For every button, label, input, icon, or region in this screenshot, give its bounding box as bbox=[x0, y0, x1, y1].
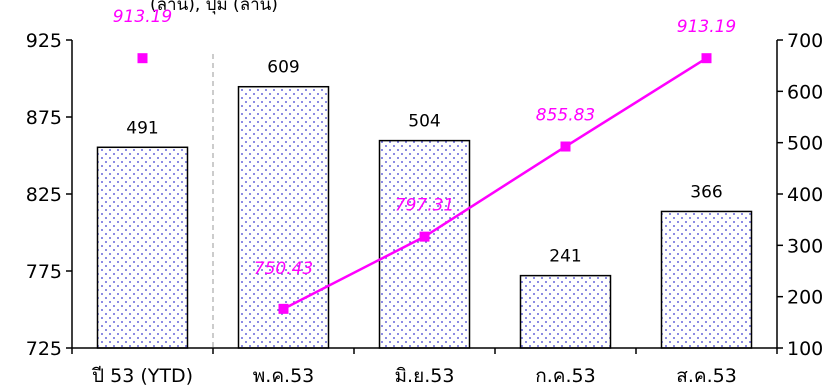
right-tick-label: 500 bbox=[787, 133, 823, 155]
chart-title-partial: (ล้าน), ปุ่ม (ล้าน) bbox=[150, 0, 278, 15]
left-tick-label: 775 bbox=[26, 261, 62, 283]
right-tick-label: 600 bbox=[787, 81, 823, 103]
bar-value-label: 609 bbox=[267, 58, 299, 78]
bar bbox=[96, 146, 189, 349]
right-tick-label: 200 bbox=[787, 287, 823, 309]
right-y-axis: 100 200 300 400 500 600 700 bbox=[776, 30, 823, 360]
line-value-label: 913.19 bbox=[677, 17, 736, 37]
line-series bbox=[282, 57, 708, 310]
right-tick-label: 100 bbox=[787, 338, 823, 360]
bar-value-label: 504 bbox=[408, 112, 440, 132]
line-value-label: 855.83 bbox=[536, 106, 595, 126]
left-tick-label: 875 bbox=[26, 107, 62, 129]
ytd-point bbox=[137, 53, 148, 64]
ytd-point-label: 913.19 bbox=[113, 7, 172, 27]
bar bbox=[519, 274, 612, 349]
bar-value-label: 491 bbox=[126, 118, 158, 138]
line-point bbox=[560, 141, 571, 152]
x-category-label: ก.ค.53 bbox=[535, 365, 595, 387]
x-category-label: มิ.ย.53 bbox=[395, 365, 455, 387]
right-tick-label: 700 bbox=[787, 30, 823, 52]
bar bbox=[660, 210, 753, 349]
line-value-label: 797.31 bbox=[395, 196, 454, 216]
x-category-label: ส.ค.53 bbox=[676, 365, 737, 387]
x-axis: ปี 53 (YTD) พ.ค.53 มิ.ย.53 ก.ค.53 ส.ค.53 bbox=[71, 347, 778, 387]
bar bbox=[378, 139, 471, 349]
line-point bbox=[419, 231, 430, 242]
line-value-label: 750.43 bbox=[254, 259, 313, 279]
bar-value-label: 366 bbox=[690, 182, 722, 202]
x-category-label: ปี 53 (YTD) bbox=[91, 365, 193, 387]
right-tick-label: 300 bbox=[787, 235, 823, 257]
left-tick-label: 925 bbox=[26, 30, 62, 52]
line-point bbox=[701, 53, 712, 64]
x-category-label: พ.ค.53 bbox=[253, 365, 315, 387]
left-tick-label: 725 bbox=[26, 338, 62, 360]
right-tick-label: 400 bbox=[787, 184, 823, 206]
plot-area: 491 609 504 241 366 750.43 797.31 855.83 913.19 9… bbox=[96, 7, 753, 349]
line-point bbox=[278, 303, 289, 314]
left-tick-label: 825 bbox=[26, 184, 62, 206]
bar-value-label: 241 bbox=[549, 247, 581, 267]
left-y-axis: 725 775 825 875 925 bbox=[26, 30, 73, 360]
